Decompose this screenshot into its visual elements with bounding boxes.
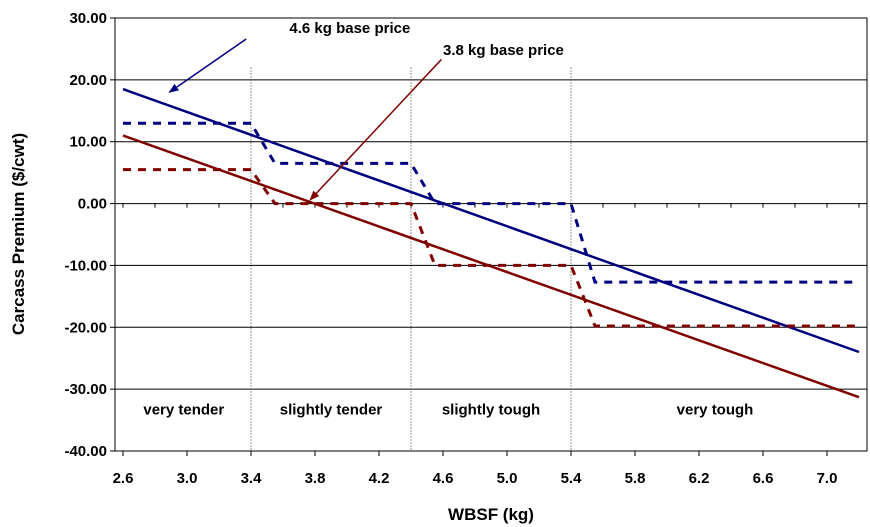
x-tick-label: 7.0 [817,470,838,487]
plot-border [114,17,868,452]
annotations: 4.6 kg base price 3.8 kg base price [168,20,564,201]
x-tick-label: 5.4 [561,470,583,487]
y-tick-label: -20.00 [64,319,107,336]
x-axis-title: WBSF (kg) [448,505,534,524]
annotation-text: 4.6 kg base price [289,20,410,37]
x-tick-label: 6.2 [689,470,710,487]
x-tick-label: 2.6 [113,470,134,487]
x-tick-label: 3.8 [305,470,326,487]
x-tick-label: 4.2 [369,470,390,487]
axes: 30.00 20.00 10.00 0.00 -10.00 -20.00 -30.00 -40… [64,10,868,487]
base-price-line [122,87,860,354]
y-tick-label: -30.00 [64,381,107,398]
y-tick-label: -40.00 [64,443,107,460]
grid-lines [115,17,867,452]
region-label: slightly tender [280,402,383,419]
series-lines [122,87,860,399]
x-tick-label: 4.6 [433,470,454,487]
region-label: very tough [677,402,754,419]
annotation-arrow [309,58,442,201]
x-tick-label: 3.4 [241,470,263,487]
y-tick-label: -10.00 [64,257,107,274]
annotation-text: 3.8 kg base price [443,42,564,59]
y-tick-label: 10.00 [69,134,107,151]
premium-step-line [123,121,859,284]
x-tick-label: 5.8 [625,470,646,487]
y-axis-title: Carcass Premium ($/cwt) [9,133,28,335]
y-tick-label: 20.00 [69,72,107,89]
x-tick-label: 6.6 [753,470,774,487]
region-label: slightly tough [442,402,540,419]
y-tick-label: 0.00 [78,196,107,213]
x-tick-label: 5.0 [497,470,518,487]
region-label: very tender [143,402,224,419]
region-dividers: very tender slightly tender slightly tough… [143,67,753,451]
annotation-arrow [168,38,247,93]
y-tick-label: 30.00 [69,10,107,27]
premium-step-line [123,168,859,328]
x-tick-label: 3.0 [177,470,198,487]
